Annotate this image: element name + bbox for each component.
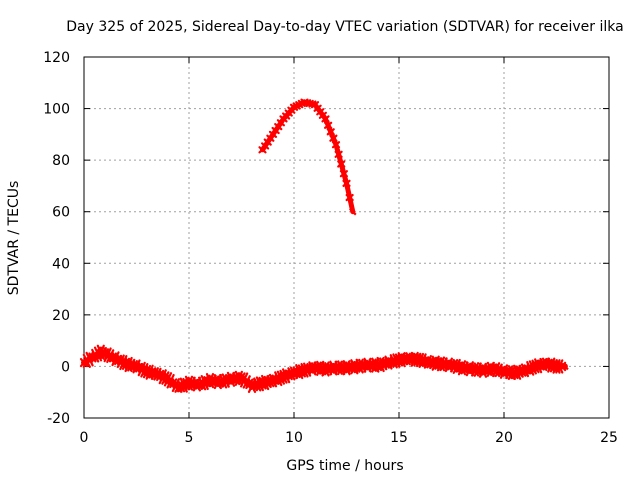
y-tick-label: 80 [52,153,70,169]
chart-title: Day 325 of 2025, Sidereal Day-to-day VTE… [66,19,623,35]
x-tick-label: 15 [390,430,408,446]
y-tick-label: -20 [47,411,70,427]
y-tick-label: 40 [52,256,70,272]
x-axis-label: GPS time / hours [286,458,403,474]
axis-ticks: -20 0 20 40 60 80 100 120 0 5 10 15 20 25 [43,50,618,446]
plot-frame [83,56,610,419]
y-tick-label: 60 [52,205,70,221]
series-0 [79,344,569,394]
y-tick-label: 20 [52,308,70,324]
series-line [260,99,356,215]
x-tick-label: 20 [495,430,513,446]
series-line [81,349,568,391]
y-tick-label: 0 [61,359,70,375]
x-tick-label: 5 [185,430,194,446]
x-tick-label: 10 [285,430,303,446]
data-series [79,98,569,394]
y-axis-label: SDTVAR / TECUs [6,181,22,296]
y-tick-label: 120 [43,50,70,66]
y-tick-label: 100 [43,102,70,118]
series-1 [258,98,357,216]
x-tick-label: 0 [80,430,89,446]
x-tick-label: 25 [600,430,618,446]
grid-lines [84,57,609,418]
